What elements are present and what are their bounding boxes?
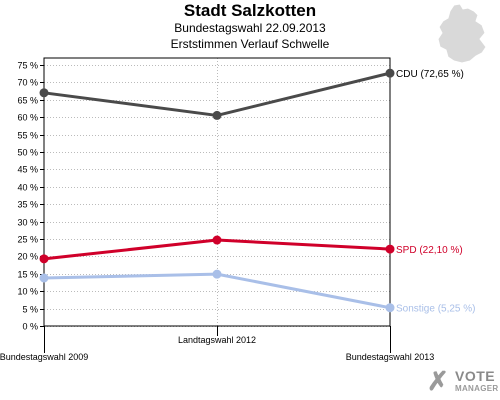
- data-point-cdu: [212, 110, 222, 120]
- x-tick-label: Landtagswahl 2012: [178, 335, 256, 345]
- y-tick-label: 40 %: [17, 183, 38, 193]
- logo-mark-icon: ✗: [427, 366, 449, 396]
- vote-manager-logo: ✗ VOTE MANAGER: [425, 366, 499, 398]
- chart-subtitle-date: Bundestagswahl 22.09.2013: [174, 21, 326, 35]
- data-point-sonstige: [39, 273, 49, 283]
- y-tick-label: 70 %: [17, 78, 38, 88]
- data-point-sonstige: [385, 303, 395, 313]
- data-point-cdu: [385, 68, 395, 78]
- data-point-spd: [212, 235, 222, 245]
- data-point-spd: [385, 244, 395, 254]
- y-tick-label: 35 %: [17, 200, 38, 210]
- y-tick-label: 30 %: [17, 218, 38, 228]
- y-tick-label: 15 %: [17, 270, 38, 280]
- y-tick-label: 55 %: [17, 131, 38, 141]
- series-end-label-spd: SPD (22,10 %): [396, 245, 463, 256]
- y-tick-label: 5 %: [22, 305, 38, 315]
- y-tick-label: 20 %: [17, 252, 38, 262]
- data-point-cdu: [39, 88, 49, 98]
- germany-map-icon: [437, 3, 487, 64]
- y-tick-label: 65 %: [17, 96, 38, 106]
- series-end-label-cdu: CDU (72,65 %): [396, 69, 464, 80]
- chart-subtitle-description: Erststimmen Verlauf Schwelle: [170, 37, 330, 51]
- logo-text-vote: VOTE: [455, 368, 496, 384]
- x-tick-label: Bundestagswahl 2013: [346, 352, 435, 362]
- series-line-sonstige: [43, 272, 391, 310]
- data-point-sonstige: [212, 269, 222, 279]
- y-tick-label: 0 %: [22, 322, 38, 332]
- y-tick-label: 75 %: [17, 61, 38, 71]
- series-end-label-sonstige: Sonstige (5,25 %): [396, 304, 476, 315]
- data-point-spd: [39, 254, 49, 264]
- logo-text-manager: MANAGER: [455, 384, 499, 393]
- y-tick-label: 50 %: [17, 148, 38, 158]
- y-tick-label: 25 %: [17, 235, 38, 245]
- y-tick-label: 45 %: [17, 165, 38, 175]
- x-tick-label: Bundestagswahl 2009: [0, 352, 88, 362]
- y-tick-label: 60 %: [17, 113, 38, 123]
- chart-title: Stadt Salzkotten: [183, 1, 317, 20]
- y-tick-label: 10 %: [17, 287, 38, 297]
